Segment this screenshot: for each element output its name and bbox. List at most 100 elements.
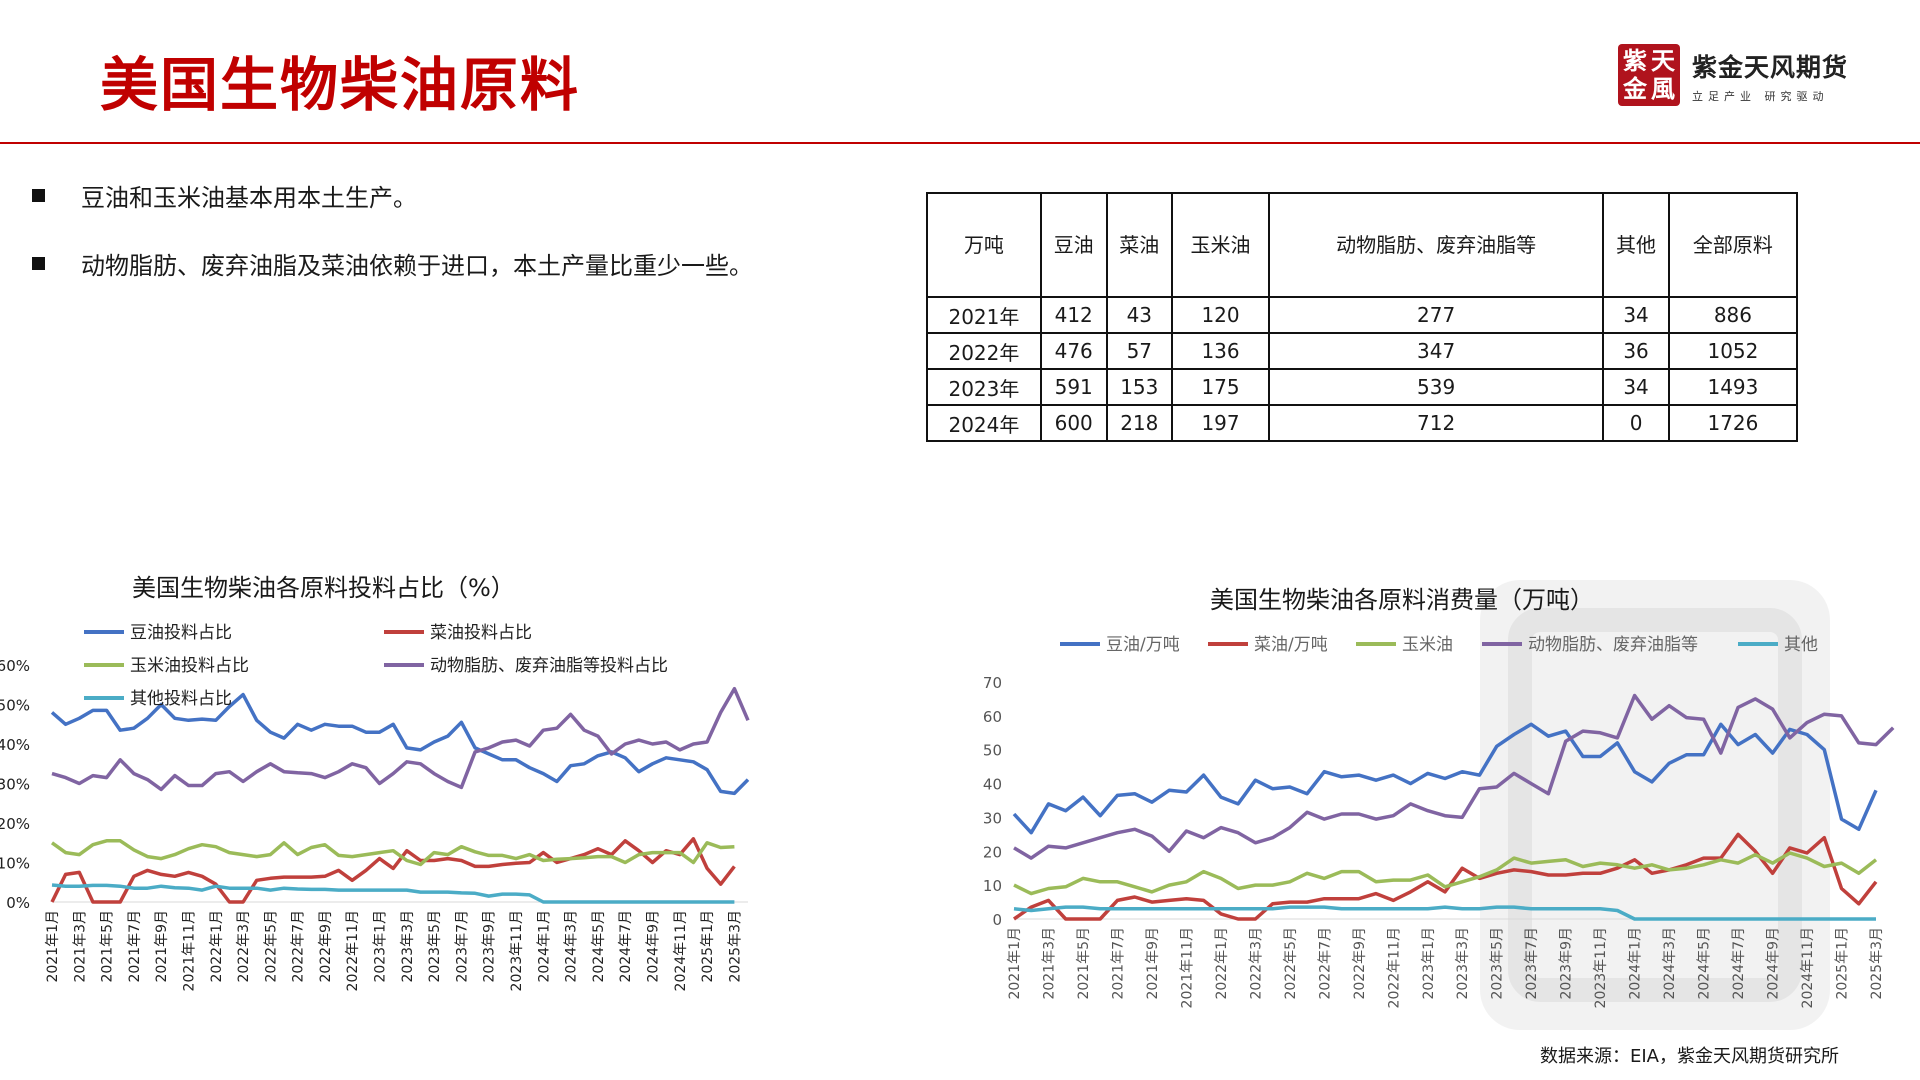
table-cell: 412 — [1039, 296, 1108, 334]
y-tick-label: 0 — [992, 911, 1002, 929]
y-tick-label: 0% — [6, 894, 30, 912]
legend-label: 豆油/万吨 — [1106, 635, 1180, 655]
table-cell: 43 — [1105, 296, 1174, 334]
table-cell: 136 — [1171, 332, 1270, 370]
x-tick-label: 2021年1月 — [1007, 927, 1023, 1000]
table-cell: 2021年 — [926, 296, 1042, 334]
x-tick-label: 2021年9月 — [154, 910, 170, 983]
series-line — [51, 686, 750, 792]
logo-slogan: 立足产业 研究驱动 — [1692, 90, 1829, 103]
legend-label: 动物脂肪、废弃油脂等 — [1528, 635, 1698, 655]
table-cell: 277 — [1267, 296, 1605, 334]
series-line — [1013, 851, 1878, 896]
table-cell: 34 — [1602, 296, 1670, 334]
x-tick-label: 2023年1月 — [373, 910, 389, 983]
x-tick-label: 2025年3月 — [727, 910, 743, 983]
table-cell: 476 — [1039, 332, 1108, 370]
x-tick-label: 2021年5月 — [100, 910, 116, 983]
square-bullet-icon — [32, 257, 45, 270]
x-tick-label: 2024年9月 — [1766, 927, 1782, 1000]
table-header-cell: 全部原料 — [1667, 192, 1799, 298]
y-tick-label: 10% — [0, 855, 30, 873]
x-tick-label: 2023年7月 — [1524, 927, 1540, 1000]
x-tick-label: 2024年1月 — [1628, 927, 1644, 1000]
table-cell: 0 — [1602, 404, 1670, 442]
table-header-row: 万吨 豆油 菜油 玉米油 动物脂肪、废弃油脂等 其他 全部原料 — [926, 192, 1799, 298]
series-line — [1012, 722, 1878, 835]
legend-label: 其他投料占比 — [130, 689, 232, 709]
y-tick-label: 60% — [0, 657, 30, 675]
table-cell: 218 — [1105, 404, 1174, 442]
table-cell: 120 — [1171, 296, 1270, 334]
x-tick-label: 2023年3月 — [1455, 927, 1471, 1000]
logo-name: 紫金天风期货 — [1692, 53, 1849, 82]
x-tick-label: 2021年7月 — [1110, 927, 1126, 1000]
x-tick-label: 2022年9月 — [318, 910, 334, 983]
x-tick-label: 2022年1月 — [209, 910, 225, 983]
header-divider — [0, 142, 1920, 144]
y-tick-label: 50% — [0, 697, 30, 715]
x-tick-label: 2022年5月 — [1283, 927, 1299, 1000]
table-cell: 591 — [1039, 368, 1108, 406]
table-cell: 153 — [1105, 368, 1174, 406]
y-tick-label: 50 — [983, 742, 1002, 760]
x-tick-label: 2022年7月 — [291, 910, 307, 983]
table-row: 2024年 600 218 197 712 0 1726 — [926, 404, 1799, 442]
table-header-cell: 豆油 — [1039, 192, 1108, 298]
x-tick-label: 2022年3月 — [236, 910, 252, 983]
x-tick-label: 2024年11月 — [1800, 927, 1816, 1008]
x-tick-label: 2023年5月 — [427, 910, 443, 983]
legend-label: 菜油投料占比 — [430, 623, 532, 643]
x-tick-label: 2023年3月 — [400, 910, 416, 983]
table-cell: 2024年 — [926, 404, 1042, 442]
table-cell: 2022年 — [926, 332, 1042, 370]
table-cell: 347 — [1267, 332, 1605, 370]
series-line — [1013, 832, 1878, 921]
table-cell: 1726 — [1667, 404, 1799, 442]
x-tick-label: 2022年11月 — [345, 910, 361, 991]
x-tick-label: 2025年3月 — [1869, 927, 1885, 1000]
y-tick-label: 10 — [983, 877, 1002, 895]
table-header-cell: 万吨 — [926, 192, 1042, 298]
x-tick-label: 2022年1月 — [1214, 927, 1230, 1000]
table-header-cell: 玉米油 — [1171, 192, 1270, 298]
x-tick-label: 2021年11月 — [181, 910, 197, 991]
series-line — [51, 883, 735, 904]
x-tick-label: 2025年1月 — [1835, 927, 1851, 1000]
x-tick-label: 2021年5月 — [1076, 927, 1092, 1000]
logo-seal-icon: 紫 天 金 風 — [1618, 44, 1680, 106]
legend-label: 玉米油投料占比 — [130, 656, 249, 676]
table-cell: 175 — [1171, 368, 1270, 406]
x-tick-label: 2025年1月 — [700, 910, 716, 983]
series-line — [1013, 905, 1876, 921]
x-tick-label: 2021年1月 — [45, 910, 61, 983]
x-tick-label: 2023年11月 — [1593, 927, 1609, 1008]
legend-label: 其他 — [1784, 635, 1818, 655]
x-tick-label: 2022年11月 — [1386, 927, 1402, 1008]
feedstock-share-chart: 0% 10% 20% 30% 40% 50% 60% 2021年1月 2021年3月 2021年5… — [0, 623, 750, 991]
legend-label: 动物脂肪、废弃油脂等投料占比 — [430, 656, 668, 676]
x-tick-label: 2024年3月 — [1662, 927, 1678, 1000]
table-cell: 57 — [1105, 332, 1174, 370]
data-source-note: 数据来源：EIA，紫金天风期货研究所 — [1540, 1046, 1839, 1067]
table-cell: 36 — [1602, 332, 1670, 370]
table-cell: 1052 — [1667, 332, 1799, 370]
x-tick-label: 2021年9月 — [1145, 927, 1161, 1000]
x-tick-label: 2023年7月 — [454, 910, 470, 983]
table-row: 2021年 412 43 120 277 34 886 — [926, 296, 1799, 334]
x-tick-label: 2024年5月 — [1697, 927, 1713, 1000]
x-tick-label: 2022年3月 — [1248, 927, 1264, 1000]
x-tick-label: 2022年9月 — [1352, 927, 1368, 1000]
x-tick-label: 2024年5月 — [591, 910, 607, 983]
x-tick-label: 2021年3月 — [1041, 927, 1057, 1000]
x-tick-label: 2024年7月 — [618, 910, 634, 983]
series-line — [50, 692, 750, 796]
x-tick-label: 2023年5月 — [1490, 927, 1506, 1000]
legend-label: 玉米油 — [1402, 635, 1453, 655]
x-tick-label: 2023年9月 — [482, 910, 498, 983]
x-tick-label: 2023年1月 — [1421, 927, 1437, 1000]
bullet-item: 动物脂肪、废弃油脂及菜油依赖于进口，本土产量比重少一些。 — [32, 246, 753, 281]
table-header-cell: 菜油 — [1105, 192, 1174, 298]
table-cell: 886 — [1667, 296, 1799, 334]
y-tick-label: 60 — [983, 708, 1002, 726]
